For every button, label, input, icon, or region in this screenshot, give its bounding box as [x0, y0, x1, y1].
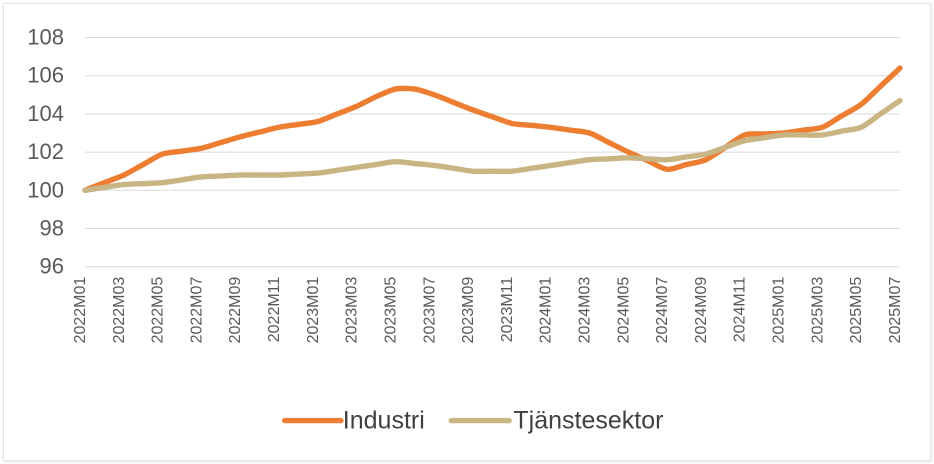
- svg-text:2023M05: 2023M05: [382, 277, 399, 344]
- svg-text:2023M01: 2023M01: [305, 277, 322, 344]
- svg-text:2025M05: 2025M05: [848, 277, 865, 344]
- svg-text:96: 96: [40, 254, 64, 279]
- svg-text:2025M03: 2025M03: [809, 277, 826, 344]
- svg-text:2023M09: 2023M09: [460, 277, 477, 344]
- svg-text:2022M03: 2022M03: [111, 277, 128, 344]
- svg-text:2022M05: 2022M05: [150, 277, 167, 344]
- svg-text:2024M07: 2024M07: [654, 277, 671, 344]
- svg-text:2023M07: 2023M07: [421, 277, 438, 344]
- svg-text:2025M07: 2025M07: [887, 277, 904, 344]
- svg-text:98: 98: [40, 216, 64, 241]
- svg-text:2025M01: 2025M01: [771, 277, 788, 344]
- svg-text:102: 102: [27, 139, 64, 164]
- svg-text:2022M07: 2022M07: [188, 277, 205, 344]
- svg-text:2024M11: 2024M11: [732, 277, 749, 343]
- svg-text:104: 104: [27, 101, 64, 126]
- svg-text:100: 100: [27, 177, 64, 202]
- svg-text:2023M03: 2023M03: [344, 277, 361, 344]
- svg-text:Tjänstesektor: Tjänstesektor: [513, 407, 663, 435]
- svg-text:Industri: Industri: [343, 407, 425, 435]
- svg-text:2024M09: 2024M09: [693, 277, 710, 344]
- svg-text:108: 108: [27, 25, 64, 50]
- svg-text:106: 106: [27, 63, 64, 88]
- svg-text:2024M01: 2024M01: [538, 277, 555, 344]
- svg-text:2022M01: 2022M01: [72, 277, 89, 344]
- svg-text:2022M09: 2022M09: [227, 277, 244, 344]
- svg-text:2024M05: 2024M05: [615, 277, 632, 344]
- svg-text:2022M11: 2022M11: [266, 277, 283, 343]
- svg-text:2024M03: 2024M03: [577, 277, 594, 344]
- svg-text:2023M11: 2023M11: [499, 277, 516, 343]
